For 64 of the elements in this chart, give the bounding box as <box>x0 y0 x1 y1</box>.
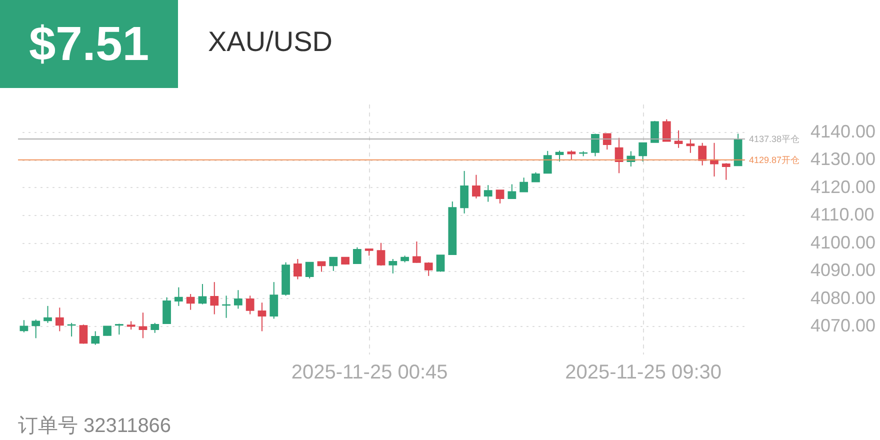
candlestick <box>20 320 28 333</box>
candlestick <box>472 174 480 199</box>
candlestick <box>114 323 124 336</box>
candlestick <box>722 162 730 180</box>
candlestick <box>162 296 171 324</box>
candlestick <box>44 305 52 324</box>
candlestick <box>305 262 314 279</box>
x-tick-label: 2025-11-25 00:45 <box>291 362 448 384</box>
candlestick <box>329 256 338 272</box>
candlestick <box>543 150 552 174</box>
candlestick <box>79 324 88 344</box>
ref-line-label: 4129.87开仓 <box>749 154 800 165</box>
candlestick <box>294 258 302 280</box>
candlestick <box>591 133 600 157</box>
candlestick <box>508 184 516 200</box>
y-tick-label: 4140.00 <box>810 121 876 142</box>
candlestick <box>555 150 564 162</box>
candlestick <box>91 330 100 346</box>
candlestick <box>532 172 540 182</box>
candlestick <box>246 295 254 315</box>
candlestick <box>186 294 195 310</box>
candlestick <box>55 307 64 332</box>
candlestick <box>317 261 326 272</box>
candlestick <box>662 118 671 142</box>
candlestick <box>638 142 648 162</box>
candlestick <box>674 130 683 148</box>
candlestick <box>650 120 659 143</box>
candlestick <box>150 322 160 334</box>
y-tick-label: 4110.00 <box>810 204 874 225</box>
candlestick <box>376 242 386 266</box>
candlestick <box>258 302 266 332</box>
candlestick <box>103 326 112 336</box>
y-tick-label: 4130.00 <box>810 149 876 170</box>
candlestick <box>270 282 278 320</box>
candlestick <box>198 284 207 305</box>
candlestick <box>353 246 362 264</box>
candlestick <box>698 142 707 166</box>
y-tick-label: 4090.00 <box>810 260 876 280</box>
candlestick <box>436 254 445 272</box>
candlestick <box>234 290 242 310</box>
y-tick-label: 4070.00 <box>810 316 876 336</box>
candlestick <box>210 282 219 315</box>
candlestick <box>388 258 398 274</box>
candlestick <box>567 150 576 160</box>
x-tick-label: 2025-11-25 09:30 <box>565 362 722 384</box>
candlestick <box>32 319 40 339</box>
chart-subtitle: $7.51 <box>28 16 150 72</box>
candlestick <box>460 170 468 214</box>
candlestick <box>496 190 504 204</box>
y-tick-label: 4120.00 <box>810 176 876 197</box>
candlestick <box>138 312 148 339</box>
candlestick <box>484 184 492 202</box>
y-tick-label: 4100.00 <box>810 232 876 252</box>
candlestick <box>174 286 183 306</box>
ref-line-label: 4137.38平仓 <box>749 134 800 144</box>
candlestick <box>602 133 612 150</box>
candlestick <box>686 139 695 154</box>
text: 订单号 32311866 <box>18 414 172 439</box>
chart-title: XAU/USD <box>208 26 332 58</box>
y-tick-label: 4080.00 <box>810 288 876 308</box>
candlestick <box>412 241 421 264</box>
candlestick <box>520 177 528 192</box>
price-badge: $7.51 <box>0 0 178 88</box>
candlestick <box>424 262 433 276</box>
